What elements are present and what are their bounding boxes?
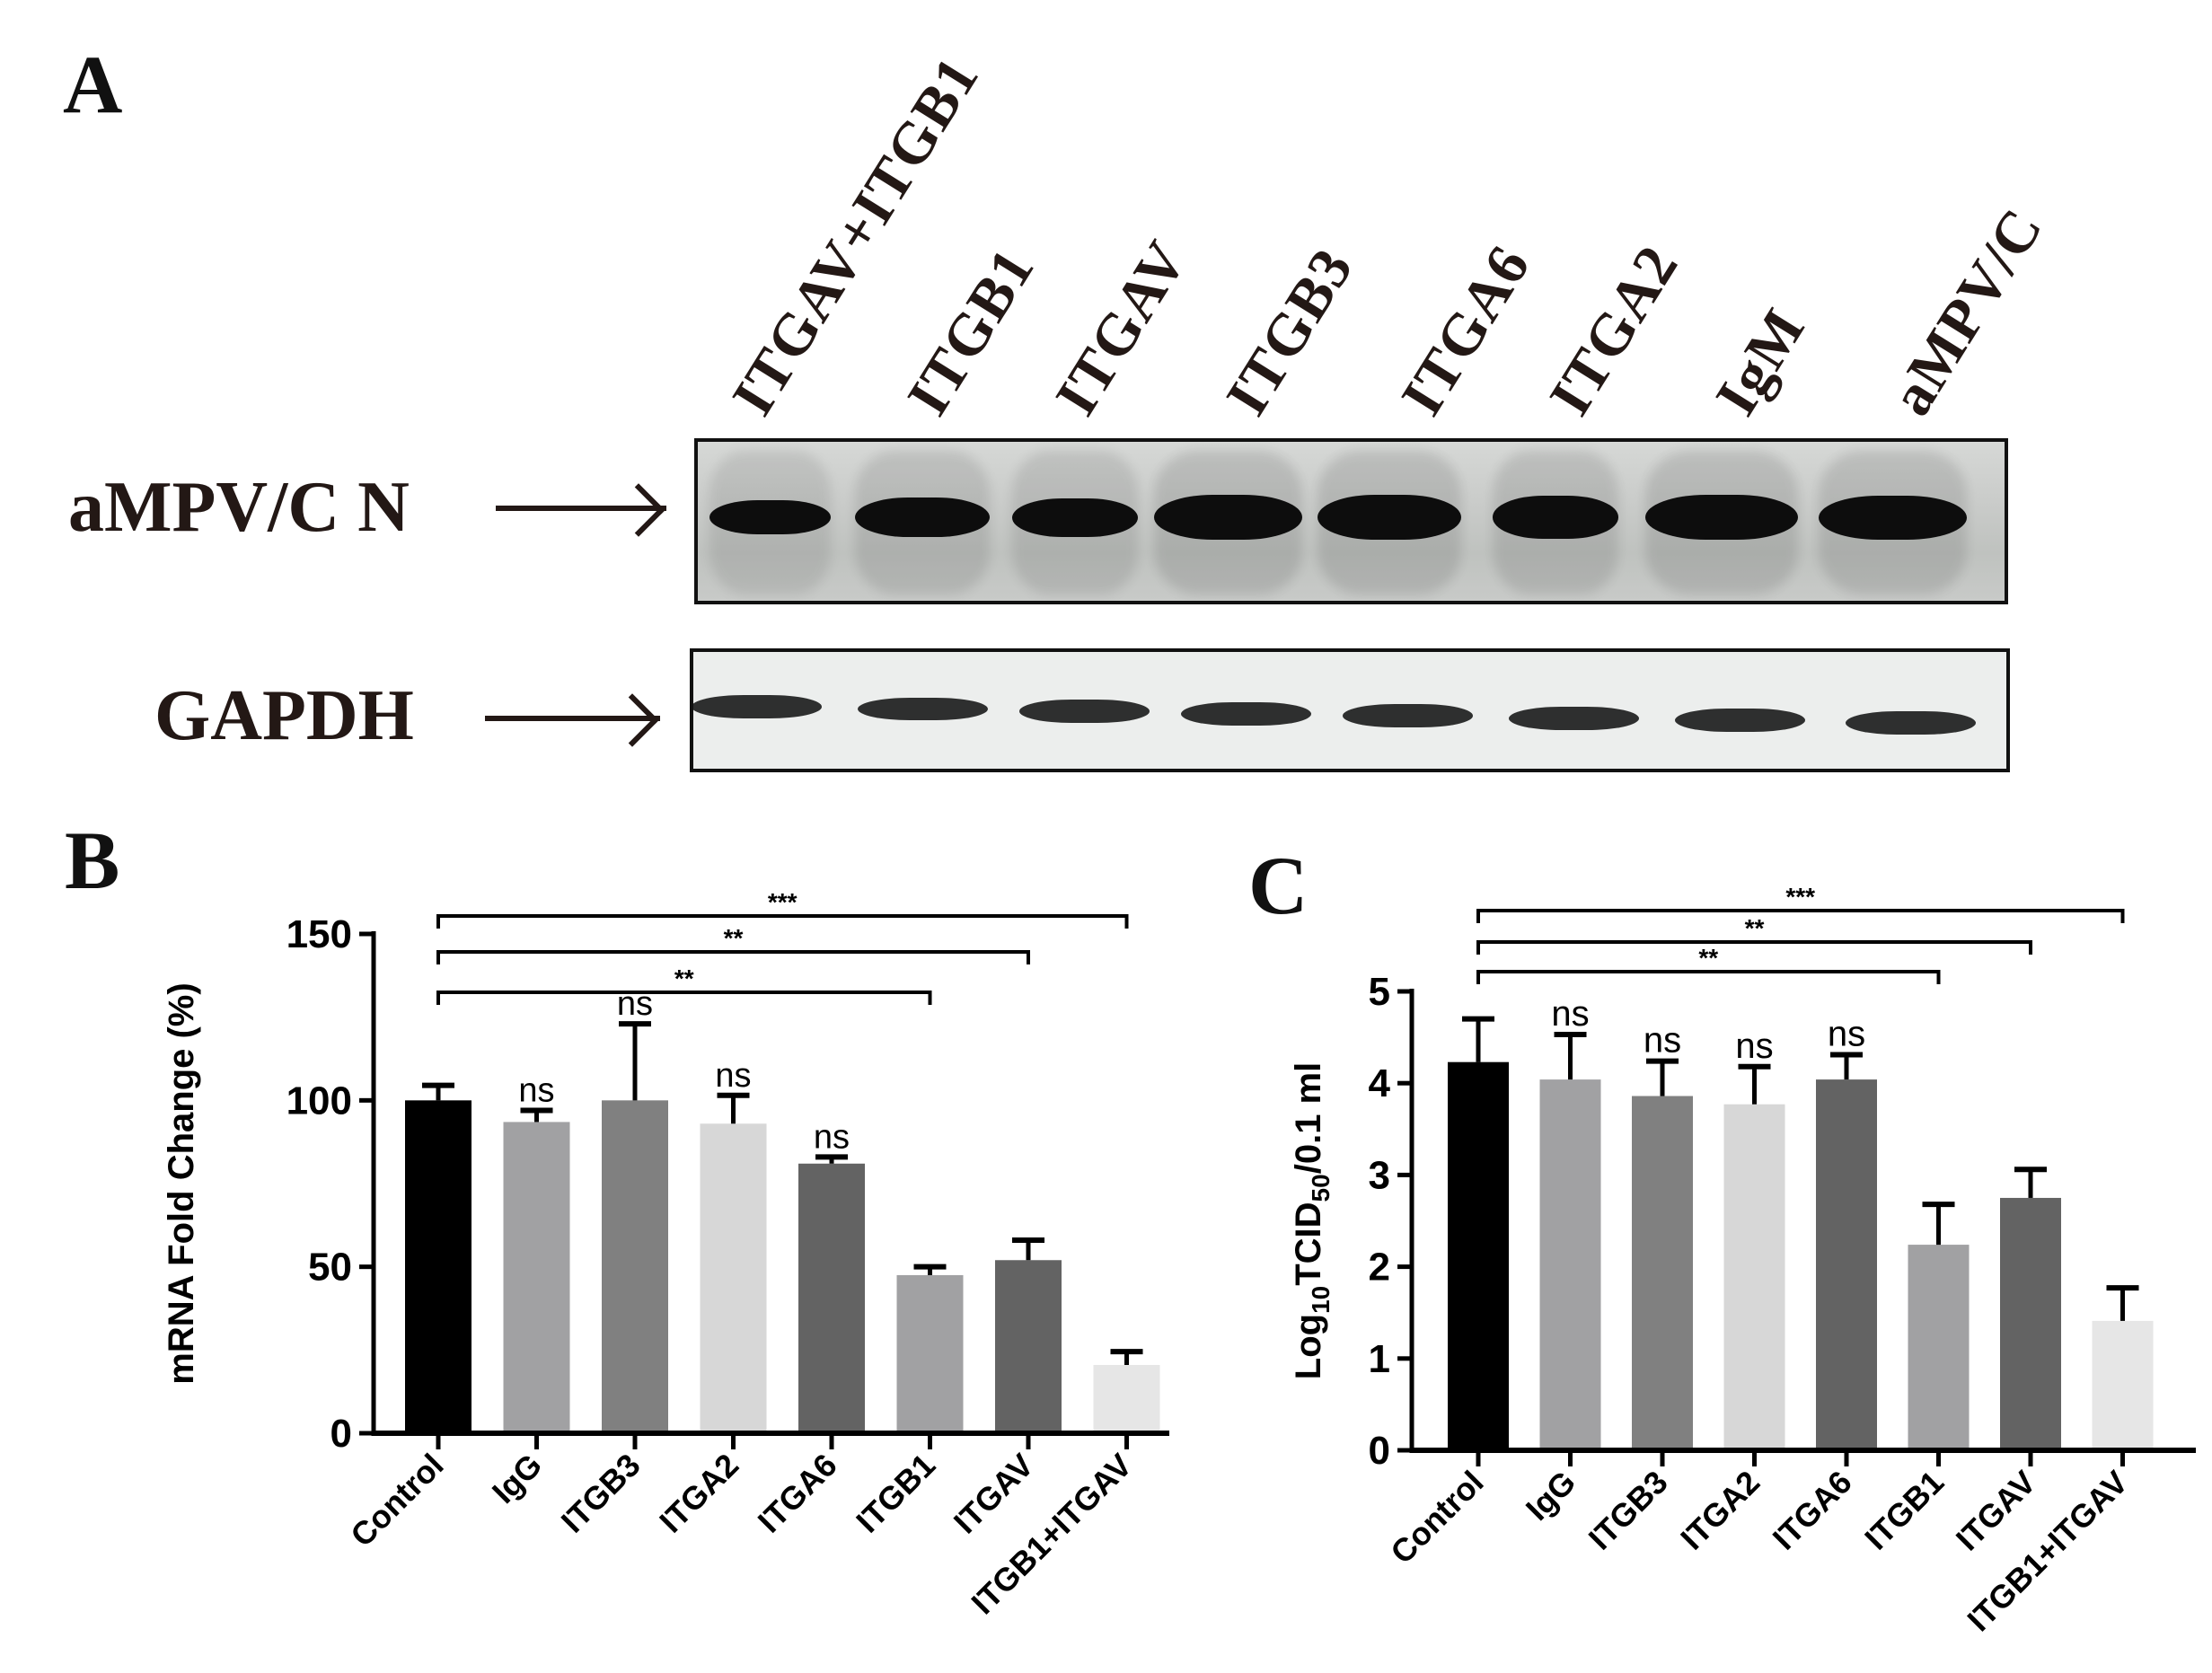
- blot-label-ampv-n: aMPV/C N: [68, 468, 410, 547]
- protein-band: [1645, 494, 1798, 541]
- y-tick-label: 4: [1369, 1061, 1391, 1105]
- bar-igg: [1539, 1079, 1601, 1450]
- significance-ns: ns: [715, 1057, 751, 1095]
- y-tick-label: 0: [330, 1412, 352, 1456]
- x-tick-label: ITGB1+ITGAV: [1960, 1464, 2135, 1639]
- protein-band: [1012, 497, 1138, 537]
- significance-ns: ns: [1644, 1021, 1681, 1061]
- x-tick-label: ITGB3: [1582, 1464, 1675, 1557]
- bar-itgb3: [602, 1100, 668, 1433]
- x-tick-label: Control: [343, 1447, 450, 1554]
- protein-band: [1181, 701, 1311, 726]
- x-tick-label: ITGA2: [652, 1447, 745, 1540]
- significance-stars: **: [1745, 914, 1765, 942]
- protein-band: [1153, 494, 1302, 541]
- significance-ns: ns: [1735, 1026, 1773, 1066]
- y-tick-label: 100: [286, 1079, 352, 1123]
- significance-bracket: [436, 950, 1030, 964]
- significance-ns: ns: [518, 1071, 554, 1109]
- significance-bracket: [436, 991, 932, 1005]
- y-tick-label: 3: [1369, 1153, 1390, 1197]
- bar-igg: [503, 1122, 570, 1433]
- bar-itgav: [2000, 1197, 2061, 1450]
- significance-bracket: [1476, 970, 1941, 984]
- bar-itgb1-itgav: [2092, 1320, 2154, 1450]
- blot-label-gapdh: GAPDH: [154, 676, 414, 755]
- protein-band: [709, 499, 831, 535]
- bar-itgb1: [896, 1274, 964, 1433]
- arrow-icon: [485, 716, 660, 721]
- x-tick-label: ITGB1: [1857, 1464, 1951, 1557]
- y-tick-label: 0: [1369, 1429, 1390, 1473]
- x-tick-label: ITGA6: [1766, 1464, 1859, 1557]
- x-tick-label: ITGB1: [849, 1447, 942, 1540]
- x-tick-label: Control: [1383, 1464, 1490, 1571]
- bar-control: [1448, 1061, 1509, 1450]
- bar-itgb3: [1632, 1096, 1693, 1450]
- significance-bracket: [1476, 940, 2032, 955]
- bar-itgb1: [1908, 1245, 1970, 1450]
- y-tick-label: 2: [1369, 1246, 1390, 1290]
- bar-itgb1-itgav: [1093, 1365, 1160, 1433]
- protein-band: [1818, 495, 1967, 540]
- protein-band: [1493, 496, 1618, 539]
- protein-band: [1019, 700, 1150, 723]
- significance-stars: **: [674, 964, 694, 992]
- x-tick-label: ITGAV: [947, 1447, 1041, 1541]
- significance-bracket: [1476, 909, 2125, 923]
- protein-band: [1343, 704, 1473, 727]
- protein-band: [1846, 710, 1976, 735]
- y-tick-label: 5: [1369, 970, 1390, 1014]
- significance-stars: ***: [1785, 883, 1815, 911]
- panel-label-c: C: [1248, 840, 1309, 931]
- y-tick-label: 50: [308, 1246, 352, 1290]
- bar-itga6: [1816, 1079, 1877, 1450]
- significance-ns: ns: [814, 1118, 850, 1156]
- x-tick-label: IgG: [485, 1447, 549, 1510]
- significance-ns: ns: [1551, 994, 1589, 1034]
- protein-band: [1675, 709, 1805, 733]
- blot-gapdh: [690, 648, 2010, 772]
- blot-ampv-n: [694, 438, 2008, 604]
- significance-stars: **: [1698, 944, 1718, 972]
- y-axis-label: mRNA Fold Change (%): [162, 982, 201, 1384]
- significance-stars: ***: [768, 888, 798, 916]
- panel-label-a: A: [63, 39, 123, 130]
- bar-control: [405, 1100, 471, 1433]
- x-tick-label: ITGB3: [554, 1447, 648, 1540]
- protein-band: [1509, 706, 1639, 730]
- y-tick-label: 1: [1369, 1337, 1390, 1381]
- y-axis-label: Log10TCID50/0.1 ml: [1289, 1062, 1335, 1379]
- panel-label-b: B: [65, 814, 120, 906]
- bar-itga2: [1723, 1104, 1785, 1450]
- x-tick-label: IgG: [1519, 1464, 1582, 1528]
- bar-itga6: [798, 1163, 865, 1433]
- protein-band: [855, 497, 990, 538]
- protein-band: [693, 695, 822, 718]
- bar-itga2: [700, 1123, 767, 1433]
- significance-stars: **: [724, 924, 744, 952]
- significance-bracket: [436, 914, 1129, 929]
- bar-itgav: [995, 1260, 1062, 1433]
- protein-band: [858, 697, 988, 720]
- arrow-icon: [496, 506, 666, 511]
- protein-band: [1318, 494, 1461, 541]
- significance-ns: ns: [1828, 1015, 1865, 1054]
- x-tick-label: ITGA2: [1673, 1464, 1767, 1557]
- y-tick-label: 150: [286, 912, 352, 956]
- x-tick-label: ITGA6: [751, 1447, 844, 1540]
